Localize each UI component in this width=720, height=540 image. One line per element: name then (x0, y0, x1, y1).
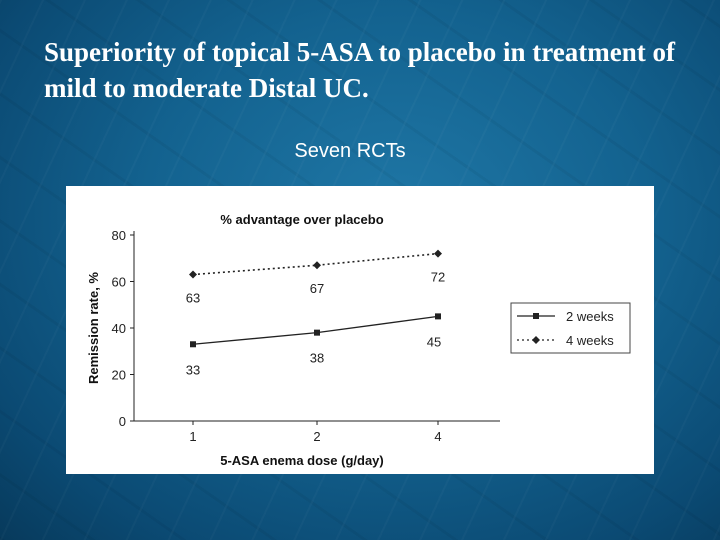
data-point-marker (189, 270, 197, 279)
data-label: 72 (431, 270, 445, 285)
legend-marker (533, 313, 539, 319)
line-chart: % advantage over placebo 0 20 40 60 80 1 2 4 5-AS… (86, 212, 631, 468)
data-label: 45 (427, 334, 441, 349)
data-point-marker (190, 341, 196, 348)
y-tick-label: 40 (112, 321, 126, 336)
data-label: 38 (310, 351, 324, 366)
data-label: 67 (310, 281, 324, 296)
slide-title: Superiority of topical 5-ASA to placebo … (44, 37, 675, 103)
slide-subtitle: Seven RCTs (294, 140, 406, 162)
y-tick-label: 0 (119, 414, 126, 429)
data-label: 33 (186, 362, 200, 377)
y-tick-label: 60 (112, 275, 126, 290)
chart-panel: % advantage over placebo 0 20 40 60 80 1 2 4 5-AS… (66, 186, 654, 474)
x-axis-label: 5-ASA enema dose (g/day) (220, 453, 384, 468)
y-tick-label: 80 (112, 228, 126, 243)
x-tick-label: 1 (189, 429, 196, 444)
legend-label: 4 weeks (566, 333, 614, 348)
data-point-marker (434, 249, 442, 258)
legend-marker (532, 336, 540, 344)
legend-box (510, 302, 631, 354)
data-label: 63 (186, 291, 200, 306)
chart-title: % advantage over placebo (220, 212, 383, 227)
data-point-marker (435, 313, 441, 320)
data-point-marker (313, 261, 321, 270)
data-point-marker (314, 329, 320, 336)
legend-label: 2 weeks (566, 309, 614, 324)
series-line-2 (192, 252, 439, 276)
y-tick-label: 20 (112, 368, 126, 383)
x-tick-label: 4 (434, 429, 441, 444)
x-tick-label: 2 (313, 429, 320, 444)
y-axis-label: Remission rate, % (86, 272, 101, 384)
